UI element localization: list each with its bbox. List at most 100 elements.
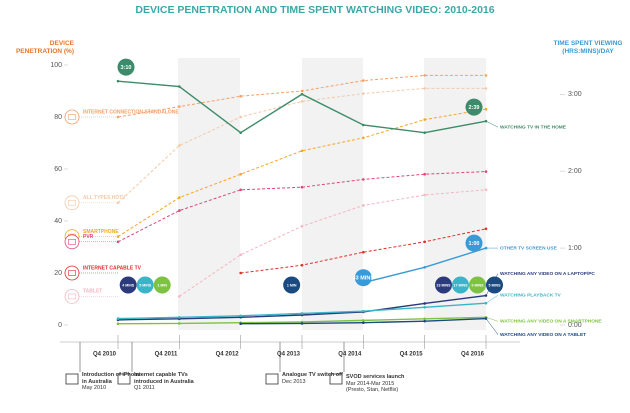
chart-title: DEVICE PENETRATION AND TIME SPENT WATCHI… [135,4,494,16]
point [484,74,488,77]
point [362,136,365,140]
legend-leader [485,317,499,322]
event-date: Mar 2014-Mar 2015 (Presto, Stan, Netflix… [346,380,399,394]
callout [153,276,171,294]
event-icon [329,373,343,385]
point [178,322,181,325]
point [178,295,181,298]
callout [119,276,137,294]
point [239,188,242,192]
point [178,144,181,147]
series-line [240,228,487,274]
point [423,302,426,305]
callout-label: 33 MINS [353,276,375,282]
point [362,204,365,207]
point [484,107,488,111]
callout [435,276,452,294]
callout [354,269,372,287]
legend-icon [64,109,80,125]
legend-leader [485,294,499,304]
point [362,178,365,181]
legend-label: PVR [83,234,94,240]
y-tick-label: 80 [54,114,62,121]
x-tick-label: Q4 2012 [216,352,240,358]
event-label: SVOD services launch [346,374,405,380]
callout [469,276,486,294]
callout-label: 1:00 [468,241,479,247]
legend-icon-screen [68,270,76,276]
legend-label: TABLET [83,289,102,295]
legend-label: WATCHING ANY VIDEO ON A TABLET [500,332,586,338]
x-tick-label: Q4 2016 [461,352,485,358]
callout-label: 1 MIN [157,283,167,287]
point [423,118,426,121]
point [423,87,426,90]
point [300,92,304,96]
callout [452,276,469,294]
point [423,319,426,323]
event-date: Q1 2011 [134,385,155,391]
y-tick-label: 20 [54,270,62,277]
callout [465,98,483,116]
legend-label: SMARTPHONE [83,229,119,235]
point [484,188,488,192]
point [423,317,426,321]
point [300,312,304,315]
y-tick-label: 40 [54,218,62,225]
event: Analogue TV switch off Dec 2013 [282,372,344,385]
point [423,172,426,176]
legend-label: WATCHING TV IN THE HOME [500,124,567,130]
point [116,317,120,320]
point [300,224,304,228]
legend-icon [64,265,80,281]
legend-icon [64,288,80,304]
legend-label: WATCHING ANY VIDEO ON A LAPTOP/PC [500,271,595,277]
point [362,321,365,324]
point [362,92,365,95]
callout-label: 2:39 [468,105,479,111]
point [484,119,488,123]
point [300,149,304,153]
callout-label: 23 MINS [437,283,452,287]
point [239,115,242,119]
point [300,100,304,103]
point [300,185,304,189]
event-label: Analogue TV switch off [282,372,343,378]
point [300,89,304,93]
band [302,58,363,330]
series-line [179,189,487,297]
legend-icon-screen [68,239,76,245]
callout-label: 17 MINS [454,283,469,287]
y-tick-label: 0 [58,322,62,329]
point [239,271,242,275]
y2-axis-title: TIME SPENT VIEWING (HRS:MINS)/DAY [553,40,623,55]
point [239,322,242,326]
legend-icon-screen [68,114,76,120]
legend-leader [485,318,499,335]
point [362,250,365,254]
y2-tick-label: 3:00 [568,91,582,98]
legend-label: WATCHING ANY VIDEO ON A SMARTPHONE [500,319,602,325]
point [484,227,488,231]
point [239,253,242,257]
point [239,172,242,176]
y2-tick-label: 2:00 [568,168,582,175]
x-tick-label: Q4 2011 [155,352,178,358]
y-tick-label: 100 [50,62,62,69]
callout-label: 1 MIN [287,283,297,287]
event-icon [265,373,279,385]
callout [283,276,301,294]
x-tick-label: Q4 2015 [400,352,424,358]
event: Internet capable TVs introduced in Austr… [134,372,196,392]
point [116,79,120,83]
point [116,322,120,326]
band [178,58,240,330]
point [300,322,304,325]
point [423,306,426,309]
callout [117,58,135,76]
point [239,131,242,134]
point [178,105,181,108]
x-tick-label: Q4 2014 [338,352,362,358]
callout-label: 4 MINS [122,283,135,287]
